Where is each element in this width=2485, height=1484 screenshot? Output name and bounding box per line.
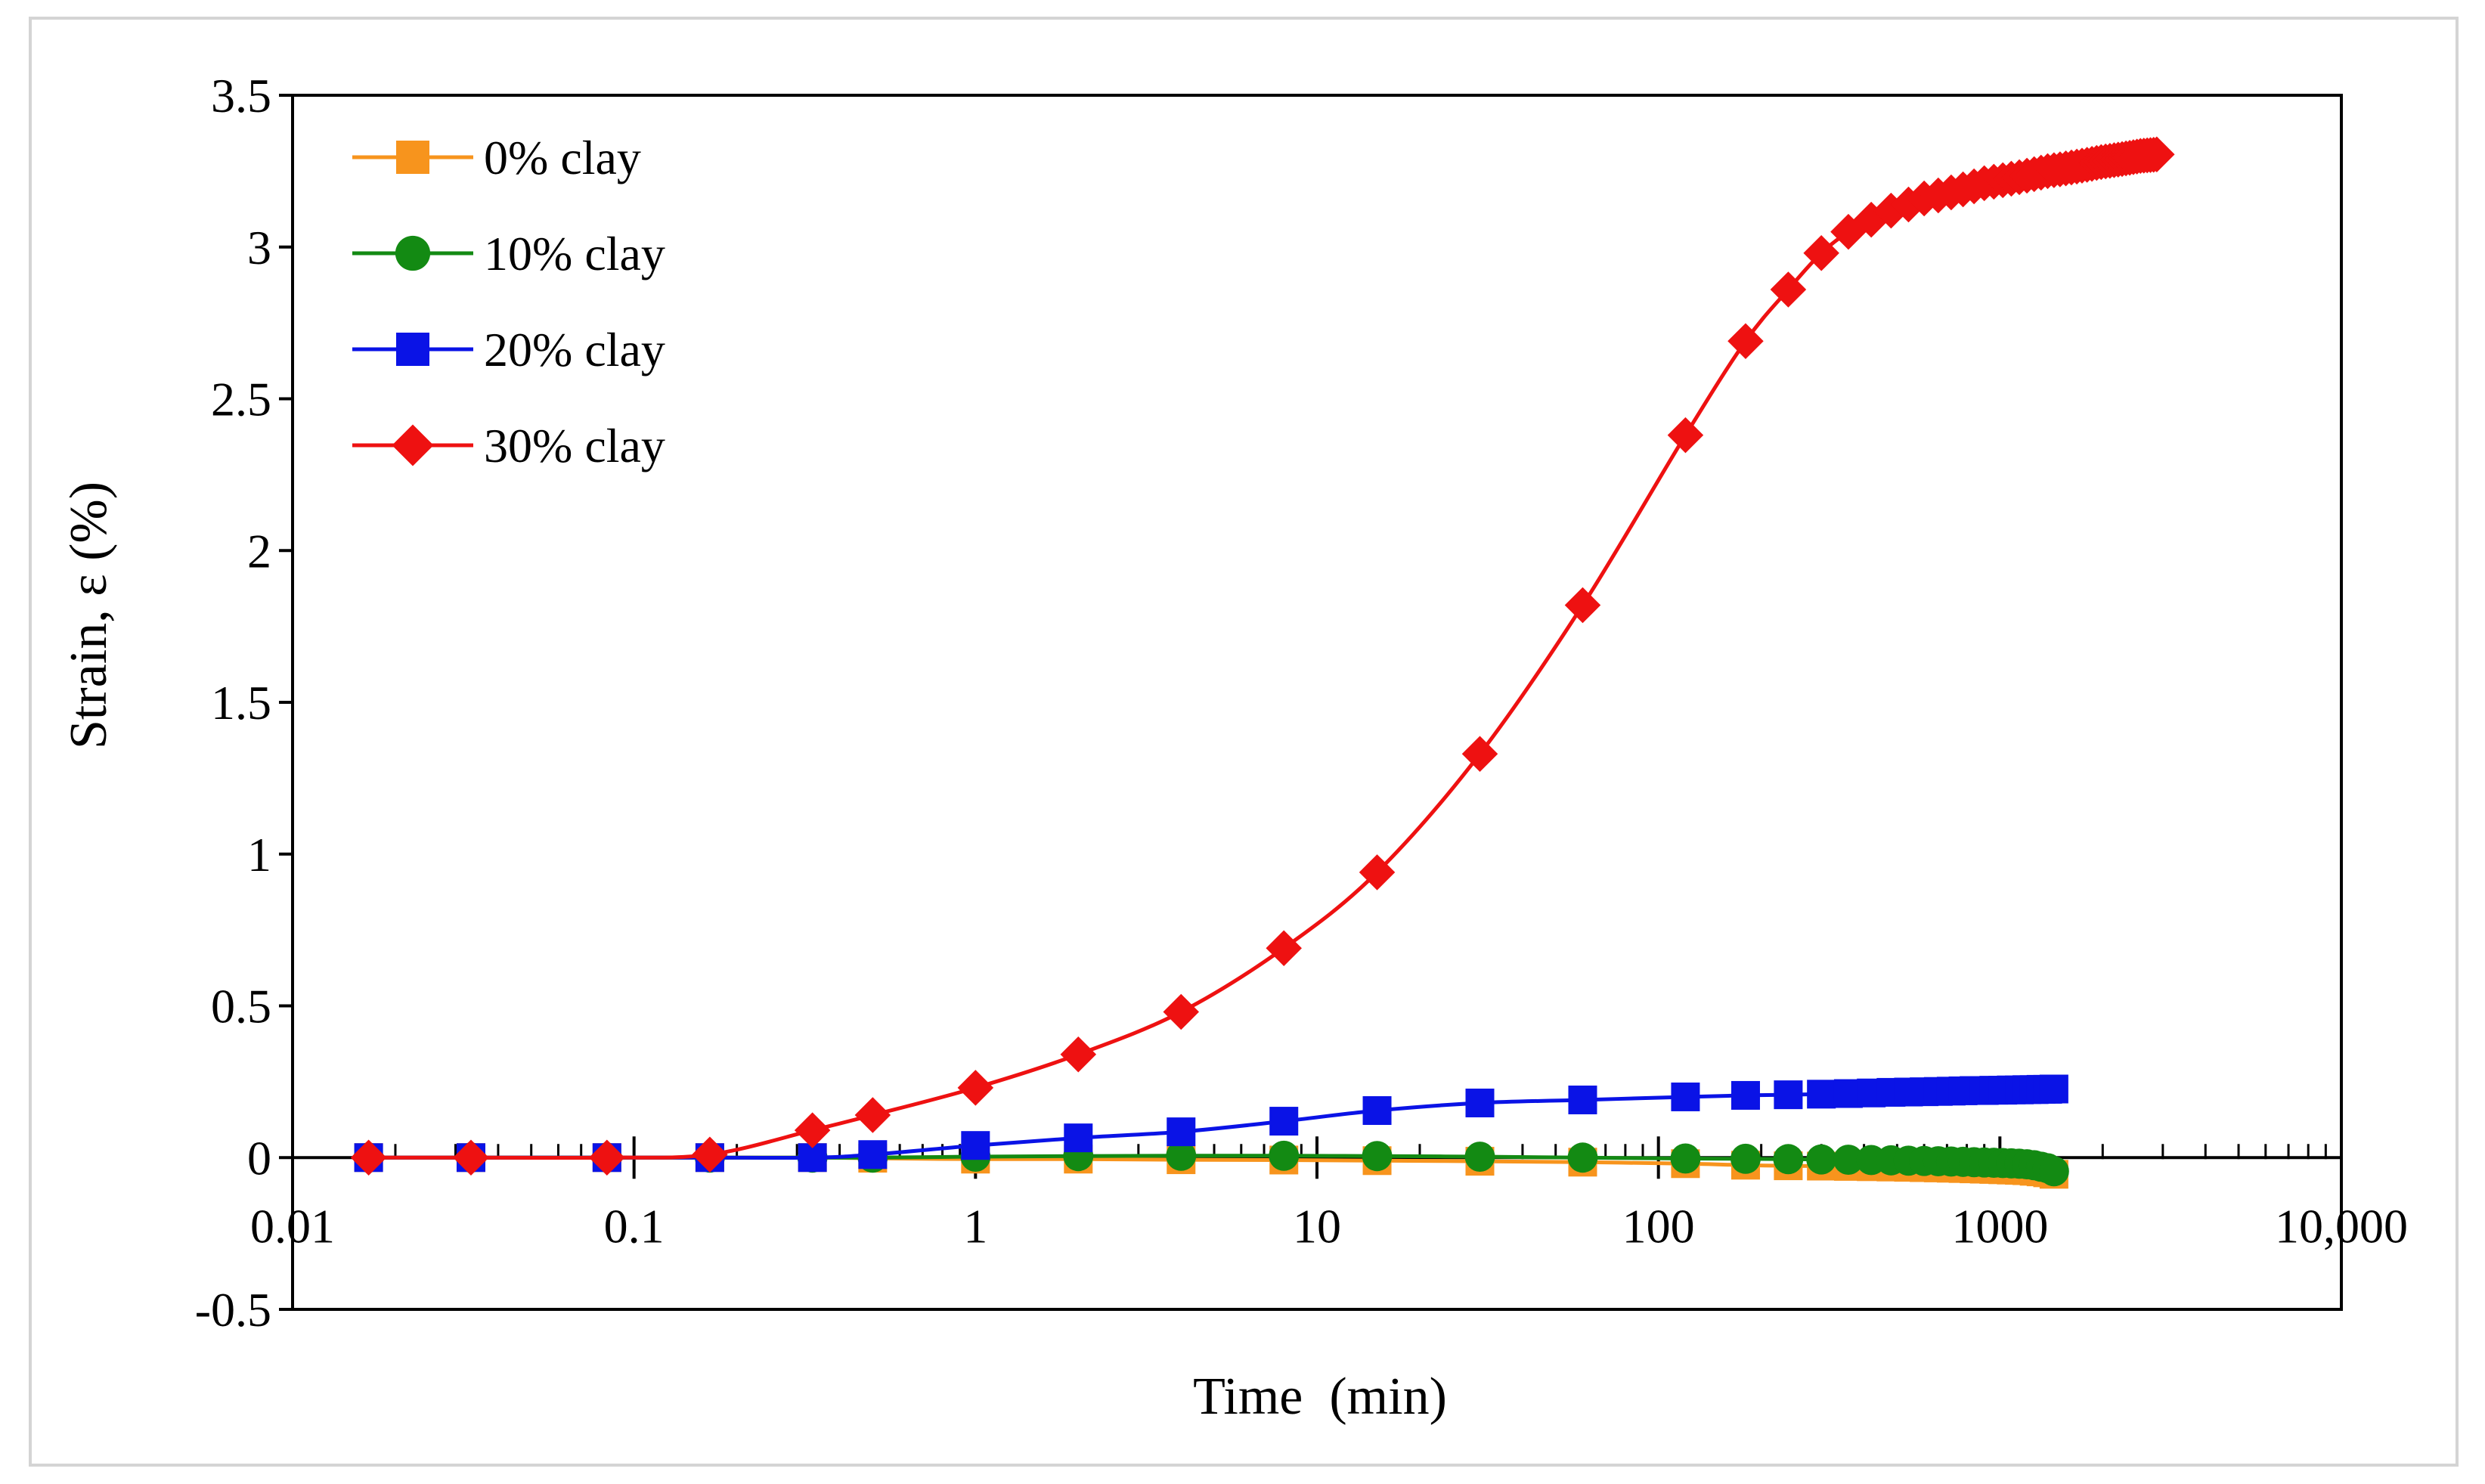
data-point-10-clay <box>1269 1140 1300 1171</box>
data-point-10-clay <box>1567 1142 1598 1173</box>
x-tick-label: 10 <box>1293 1199 1341 1253</box>
data-point-30-clay <box>692 1136 728 1173</box>
data-point-30-clay <box>794 1112 831 1148</box>
y-axis-title: Strain, ε (%) <box>60 482 118 749</box>
data-point-30-clay <box>1770 271 1807 308</box>
data-point-30-clay <box>589 1139 625 1176</box>
series-layer <box>350 136 2175 1189</box>
legend-marker <box>395 235 431 271</box>
data-point-20-clay <box>1269 1107 1299 1136</box>
legend-item-10-clay: 10% clay <box>352 227 665 280</box>
data-point-30-clay <box>1564 587 1601 624</box>
data-point-20-clay <box>1671 1082 1700 1111</box>
x-tick-label: 1000 <box>1951 1199 2048 1253</box>
y-tick-label: 2 <box>247 524 271 578</box>
data-point-30-clay <box>1667 417 1704 454</box>
x-tick-label: 100 <box>1622 1199 1695 1253</box>
legend-item-30-clay: 30% clay <box>352 419 665 472</box>
series-line-30-clay <box>368 152 2158 1160</box>
data-point-30-clay <box>957 1070 994 1106</box>
legend-marker <box>396 333 429 366</box>
x-tick-label: 1 <box>963 1199 987 1253</box>
y-tick-label: 0 <box>247 1131 271 1185</box>
data-point-30-clay <box>1163 993 1200 1030</box>
chart-frame <box>29 17 2459 1467</box>
legend-item-20-clay: 20% clay <box>352 323 665 376</box>
legend-marker <box>392 424 434 466</box>
data-point-30-clay <box>1359 854 1396 891</box>
data-point-10-clay <box>1806 1144 1837 1175</box>
data-point-30-clay <box>2139 136 2175 173</box>
legend-marker <box>396 141 429 174</box>
legend-item-0-clay: 0% clay <box>352 131 641 184</box>
data-point-30-clay <box>1803 235 1839 271</box>
data-point-30-clay <box>453 1139 489 1176</box>
data-point-20-clay <box>1465 1088 1495 1117</box>
data-point-10-clay <box>1773 1144 1804 1175</box>
data-point-20-clay <box>1731 1080 1760 1110</box>
data-point-30-clay <box>350 1139 387 1176</box>
data-point-20-clay <box>1568 1085 1597 1114</box>
y-tick-label: 1 <box>247 828 271 881</box>
x-tick-label: 0.01 <box>250 1199 335 1253</box>
data-point-30-clay <box>1266 930 1302 966</box>
data-point-20-clay <box>1064 1123 1093 1153</box>
y-axis: -0.5 0 0.5 1 1.5 2 2.5 3 3.5 <box>195 69 293 1337</box>
data-point-20-clay <box>1807 1080 1836 1109</box>
x-axis: 0.01 0.1 1 10 100 1000 10,000 <box>250 1136 2408 1253</box>
data-point-20-clay <box>1167 1117 1196 1147</box>
data-point-30-clay <box>854 1097 891 1133</box>
data-point-30-clay <box>1060 1036 1097 1073</box>
data-point-10-clay <box>2038 1156 2069 1187</box>
data-point-10-clay <box>1464 1142 1495 1172</box>
data-point-10-clay <box>1833 1145 1864 1176</box>
legend-label: 10% clay <box>484 227 665 280</box>
data-point-10-clay <box>1362 1141 1393 1172</box>
y-tick-label: 3 <box>247 221 271 274</box>
y-tick-label: -0.5 <box>195 1283 271 1337</box>
x-axis-title: Time (min) <box>1193 1368 1447 1426</box>
y-tick-label: 1.5 <box>211 676 271 730</box>
legend-label: 0% clay <box>484 131 641 184</box>
data-point-20-clay <box>1774 1080 1803 1110</box>
legend-label: 20% clay <box>484 323 665 376</box>
x-tick-label: 0.1 <box>604 1199 665 1253</box>
data-point-20-clay <box>858 1140 888 1170</box>
data-point-30-clay <box>1727 323 1764 359</box>
y-tick-label: 0.5 <box>211 980 271 1033</box>
data-point-20-clay <box>961 1131 990 1160</box>
y-tick-label: 2.5 <box>211 373 271 426</box>
data-point-10-clay <box>1166 1140 1197 1171</box>
data-point-30-clay <box>1461 736 1498 773</box>
data-point-20-clay <box>1362 1096 1392 1126</box>
legend-label: 30% clay <box>484 419 665 472</box>
data-point-10-clay <box>1731 1143 1761 1174</box>
x-tick-label: 10,000 <box>2275 1199 2408 1253</box>
data-point-20-clay <box>2039 1074 2068 1104</box>
series-30-clay <box>350 136 2175 1176</box>
y-tick-label: 3.5 <box>211 69 271 122</box>
data-point-10-clay <box>1670 1143 1701 1174</box>
legend: 0% clay 10% clay 20% clay 30% clay <box>352 131 665 472</box>
